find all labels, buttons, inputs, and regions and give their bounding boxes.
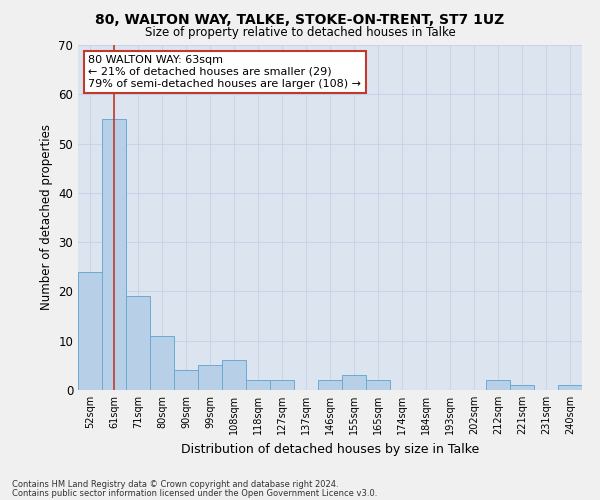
Bar	[126, 296, 150, 390]
Bar	[102, 119, 126, 390]
Bar	[366, 380, 390, 390]
Bar	[486, 380, 510, 390]
Bar	[270, 380, 294, 390]
Bar	[78, 272, 102, 390]
Text: Size of property relative to detached houses in Talke: Size of property relative to detached ho…	[145, 26, 455, 39]
Text: 80, WALTON WAY, TALKE, STOKE-ON-TRENT, ST7 1UZ: 80, WALTON WAY, TALKE, STOKE-ON-TRENT, S…	[95, 12, 505, 26]
Y-axis label: Number of detached properties: Number of detached properties	[40, 124, 53, 310]
Bar	[246, 380, 270, 390]
Bar	[558, 385, 582, 390]
Bar	[198, 366, 222, 390]
Text: 80 WALTON WAY: 63sqm
← 21% of detached houses are smaller (29)
79% of semi-detac: 80 WALTON WAY: 63sqm ← 21% of detached h…	[88, 56, 361, 88]
Bar	[222, 360, 246, 390]
Bar	[318, 380, 342, 390]
Text: Contains HM Land Registry data © Crown copyright and database right 2024.: Contains HM Land Registry data © Crown c…	[12, 480, 338, 489]
Bar	[174, 370, 198, 390]
X-axis label: Distribution of detached houses by size in Talke: Distribution of detached houses by size …	[181, 442, 479, 456]
Text: Contains public sector information licensed under the Open Government Licence v3: Contains public sector information licen…	[12, 489, 377, 498]
Bar	[342, 375, 366, 390]
Bar	[510, 385, 534, 390]
Bar	[150, 336, 174, 390]
